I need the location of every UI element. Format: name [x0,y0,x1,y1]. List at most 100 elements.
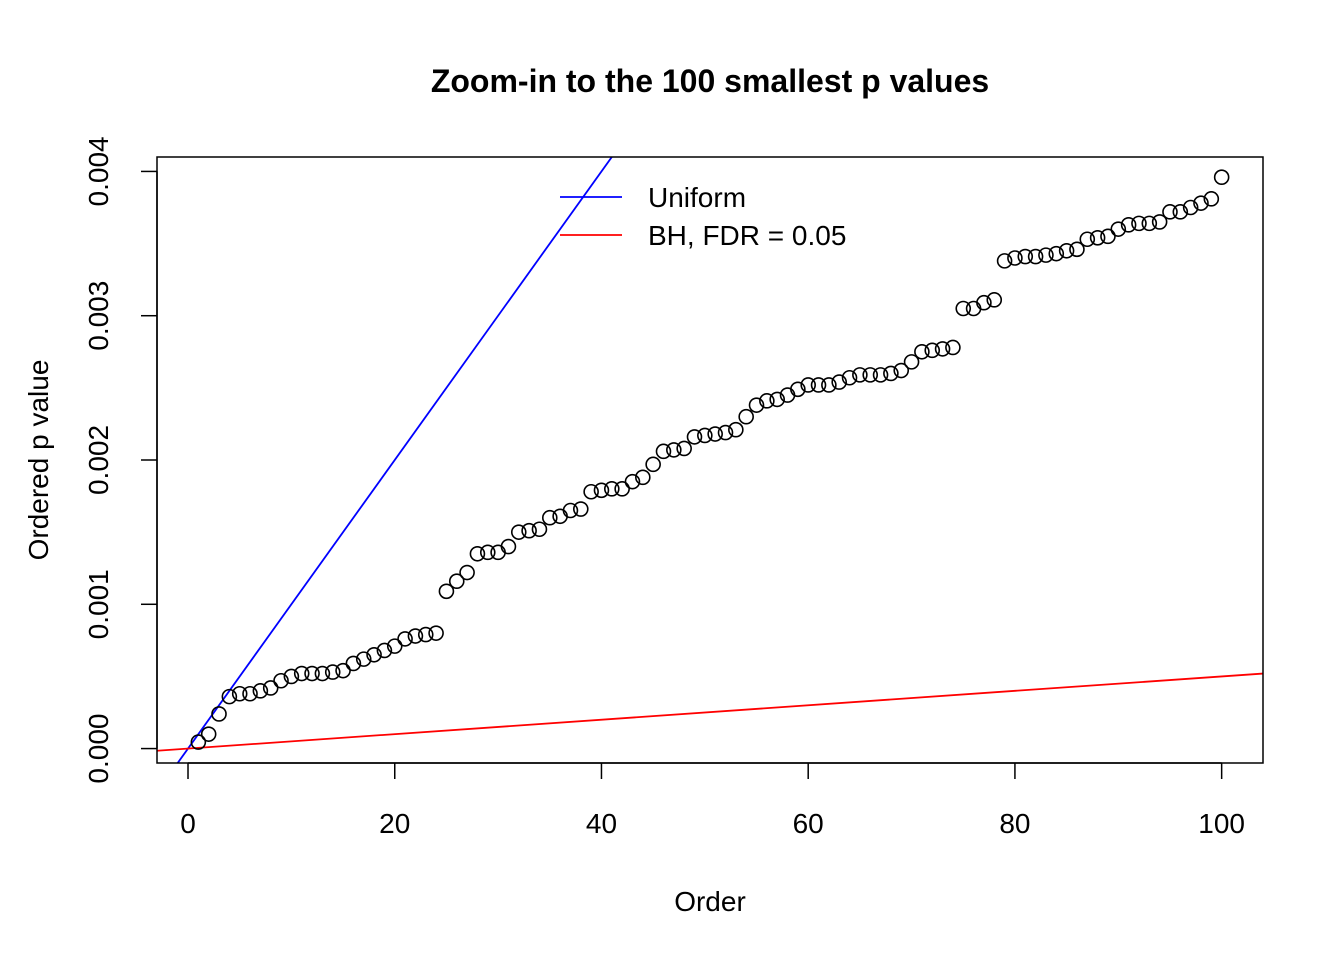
data-point [262,680,279,696]
data-point [1120,217,1137,233]
data-point [200,726,217,742]
x-axis-label: Order [674,886,746,917]
legend: Uniform BH, FDR = 0.05 [560,182,846,251]
data-point [800,377,816,393]
data-point [604,481,620,497]
x-tick-label: 20 [379,808,410,839]
data-point [469,545,486,562]
x-tick-label: 60 [793,808,824,839]
data-point [955,300,972,317]
data-point [335,662,351,679]
y-axis-label: Ordered p value [23,360,54,561]
data-point [428,625,444,641]
data-point [572,501,589,517]
data-point [314,665,331,682]
data-point [1162,204,1178,220]
data-point [945,339,961,356]
data-point [459,564,475,581]
data-point [903,354,920,370]
data-point [852,367,868,383]
data-point [211,706,227,722]
data-point [655,443,672,460]
data-point [1079,231,1096,248]
data-point [717,424,734,441]
data-point [686,429,703,445]
data-point [1110,221,1127,237]
data-point [562,502,579,519]
data-point [190,734,207,750]
data-point [759,393,775,409]
data-point [479,544,496,561]
scatter-points [190,169,1230,750]
data-point [541,509,558,526]
legend-label: BH, FDR = 0.05 [648,220,846,251]
data-point [1193,195,1209,211]
data-point [293,665,310,682]
data-point [1100,228,1116,245]
data-point [500,538,517,555]
data-point [831,374,848,390]
data-point [728,421,744,438]
y-tick-label: 0.000 [83,714,114,784]
data-point [531,521,548,538]
data-point [273,672,289,689]
data-point [448,573,465,590]
data-point [862,367,879,383]
data-point [490,544,506,561]
data-point [748,397,765,413]
legend-label: Uniform [648,182,746,213]
data-point [366,646,382,663]
data-point [1027,248,1044,265]
y-tick-label: 0.001 [83,569,114,639]
data-point [645,456,661,473]
data-point [593,482,610,499]
data-point [841,369,858,386]
data-point [242,685,258,702]
y-tick-label: 0.002 [83,425,114,495]
abline-uniform [176,157,613,763]
x-tick-label: 80 [999,808,1030,839]
data-point [1007,250,1023,266]
data-point [1151,214,1168,230]
data-point [810,377,827,393]
data-point [624,473,641,490]
data-point [1038,247,1054,263]
data-point [252,683,269,699]
data-point [635,469,651,486]
data-point [821,377,837,393]
data-point [676,440,692,457]
data-point [438,583,455,600]
data-point [666,442,682,458]
data-point [1017,248,1034,265]
data-point [324,664,341,680]
data-point [304,665,320,682]
y-tick-label: 0.003 [83,281,114,351]
data-point [914,343,930,360]
data-point [986,292,1003,308]
data-point [376,642,393,659]
data-point [355,651,372,667]
x-tick-label: 40 [586,808,617,839]
data-point [510,524,527,540]
data-point [345,655,362,672]
y-tick-label: 0.004 [83,136,114,206]
data-point [521,522,537,539]
data-point [583,483,599,500]
data-point [934,341,951,357]
data-point [283,668,300,685]
data-point [1058,242,1075,259]
data-point [872,367,889,383]
data-point [707,426,723,442]
data-point [697,427,713,444]
x-tick-label: 0 [180,808,196,839]
chart-title: Zoom-in to the 100 smallest p values [431,63,989,99]
data-point [883,365,899,382]
data-point [965,300,982,317]
data-point [1131,215,1147,232]
data-point [996,253,1013,269]
data-point [614,481,630,497]
data-point [769,391,785,408]
data-point [552,508,568,525]
data-point [397,631,413,647]
